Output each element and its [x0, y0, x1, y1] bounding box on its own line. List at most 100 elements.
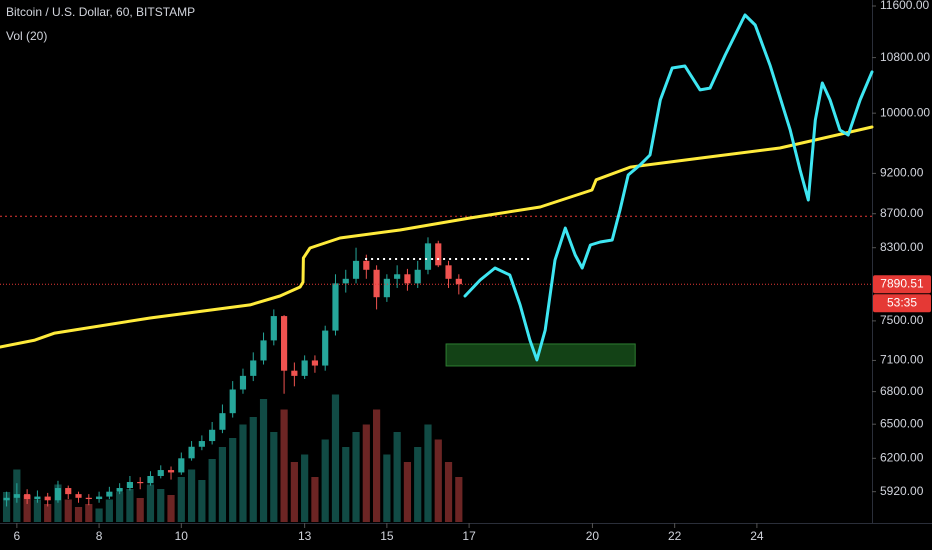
volume-bar: [239, 424, 247, 522]
candle-body: [291, 370, 298, 376]
projection-line: [463, 13, 874, 362]
plot: [0, 13, 874, 522]
x-tick-label: 8: [96, 529, 103, 543]
candle-body: [13, 494, 20, 498]
volume-bar: [33, 499, 42, 522]
volume-bar: [126, 489, 134, 522]
volume-bar: [167, 495, 175, 522]
volume-bar: [311, 477, 319, 522]
volume-bar: [280, 409, 288, 522]
candle-body: [239, 375, 247, 390]
volume-bar: [2, 492, 11, 522]
candle-body: [250, 360, 257, 376]
volume-bar: [403, 462, 412, 522]
volume-bar: [54, 484, 62, 522]
volume-bar: [187, 469, 196, 522]
x-tick-label: 24: [750, 529, 764, 543]
volume-bar: [424, 424, 432, 522]
candle-body: [424, 243, 432, 270]
candle-body: [260, 340, 267, 361]
volume-bar: [352, 432, 360, 522]
candle-body: [24, 494, 31, 500]
y-tick-label: 10000.00: [880, 105, 930, 119]
volume-bar: [455, 477, 463, 522]
volume-bar: [116, 492, 124, 522]
chart-title: Bitcoin / U.S. Dollar, 60, BITSTAMP: [6, 5, 195, 19]
volume-bar: [331, 394, 340, 522]
x-tick-label: 6: [14, 529, 21, 543]
candle-body: [95, 496, 103, 500]
candle-body: [455, 278, 462, 285]
volume-bar: [434, 439, 442, 522]
candle-body: [363, 260, 370, 270]
volume-bar: [23, 495, 31, 522]
volume-bar: [321, 439, 329, 522]
candle-body: [270, 316, 277, 341]
candle-body: [188, 446, 195, 459]
volume-bar: [290, 462, 298, 522]
volume-bar: [95, 508, 103, 522]
candle-body: [301, 360, 308, 376]
volume-bar: [393, 432, 401, 522]
candle-body: [157, 470, 164, 476]
volume-bar: [105, 499, 113, 522]
candle-body: [414, 269, 421, 284]
candle-body: [75, 494, 82, 498]
candle-body: [445, 265, 452, 279]
candle-body: [126, 481, 133, 489]
candle-body: [137, 481, 144, 484]
volume-bar: [218, 447, 227, 522]
volume-bar: [136, 498, 144, 522]
volume-bar: [249, 417, 257, 522]
volume-bar: [270, 432, 278, 522]
candle-body: [394, 274, 401, 279]
candle-body: [373, 269, 380, 298]
x-tick-label: 22: [668, 529, 682, 543]
candle-body: [281, 316, 288, 371]
candle-body: [322, 330, 329, 366]
y-tick-label: 6500.00: [880, 416, 924, 430]
last-price-label: 7890.51: [880, 276, 924, 290]
volume-bar: [157, 489, 165, 522]
x-tick-label: 15: [380, 529, 394, 543]
candle-body: [44, 496, 51, 501]
y-tick-label: 5920.00: [880, 484, 924, 498]
x-tick-label: 13: [298, 529, 312, 543]
candle-body: [116, 488, 123, 492]
y-tick-label: 6800.00: [880, 384, 924, 398]
indicator-label: Vol (20): [6, 29, 47, 43]
volume-bar: [444, 462, 453, 522]
volume-bar: [74, 507, 83, 522]
countdown-badge: [873, 294, 931, 313]
volume-bar: [208, 459, 216, 522]
candle-body: [383, 278, 390, 298]
candle-body: [147, 475, 154, 484]
candle-body: [3, 497, 10, 501]
last-price-badge: [873, 275, 931, 294]
volume-bar: [372, 409, 381, 522]
volume-bar: [177, 477, 185, 522]
candle-body: [311, 360, 319, 366]
volume-bar: [229, 438, 237, 522]
volume-bar: [259, 399, 268, 522]
y-tick-label: 9200.00: [880, 166, 924, 180]
y-tick-label: 10800.00: [880, 50, 930, 64]
x-tick-label: 17: [462, 529, 476, 543]
candle-body: [342, 278, 349, 284]
candle-body: [229, 389, 236, 414]
y-tick-label: 8700.00: [880, 206, 924, 220]
y-tick-label: 7100.00: [880, 353, 924, 367]
candle-body: [85, 497, 92, 500]
y-tick-label: 7500.00: [880, 313, 924, 327]
candle-body: [54, 488, 62, 501]
volume-bar: [44, 504, 52, 522]
countdown-label: 53:35: [887, 295, 917, 309]
candle-body: [209, 429, 216, 442]
volume-bar: [383, 454, 391, 522]
moving-average-line: [0, 125, 874, 349]
candle-body: [352, 260, 360, 279]
candle-body: [198, 441, 205, 447]
y-tick-label: 8300.00: [880, 240, 924, 254]
